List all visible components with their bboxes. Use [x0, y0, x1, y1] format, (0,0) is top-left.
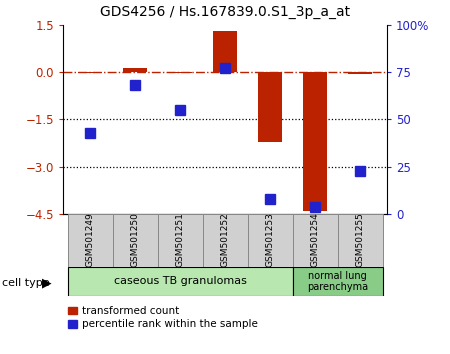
Text: normal lung
parenchyma: normal lung parenchyma [307, 270, 368, 292]
Bar [347, 72, 373, 74]
Bar [212, 31, 238, 72]
Bar [112, 214, 158, 267]
Bar [338, 214, 382, 267]
Text: caseous TB granulomas: caseous TB granulomas [113, 276, 247, 286]
Bar [257, 72, 283, 142]
Text: GSM501253: GSM501253 [266, 212, 274, 267]
Text: cell type: cell type [2, 278, 50, 288]
Bar [292, 267, 382, 296]
Bar [202, 214, 248, 267]
Text: GSM501252: GSM501252 [220, 212, 230, 267]
Bar [167, 72, 193, 73]
Text: GDS4256 / Hs.167839.0.S1_3p_a_at: GDS4256 / Hs.167839.0.S1_3p_a_at [100, 5, 350, 19]
Text: GSM501250: GSM501250 [130, 212, 140, 267]
Text: GSM501254: GSM501254 [310, 212, 320, 267]
Legend: transformed count, percentile rank within the sample: transformed count, percentile rank withi… [68, 306, 257, 329]
Text: ▶: ▶ [42, 277, 52, 290]
Text: GSM501249: GSM501249 [86, 212, 94, 267]
Bar [158, 214, 202, 267]
Text: GSM501255: GSM501255 [356, 212, 364, 267]
Bar [292, 214, 338, 267]
Bar [302, 72, 328, 211]
Bar [68, 214, 112, 267]
Bar [68, 267, 292, 296]
Bar [77, 72, 103, 73]
Bar [248, 214, 292, 267]
Bar [122, 68, 148, 72]
Text: GSM501251: GSM501251 [176, 212, 184, 267]
